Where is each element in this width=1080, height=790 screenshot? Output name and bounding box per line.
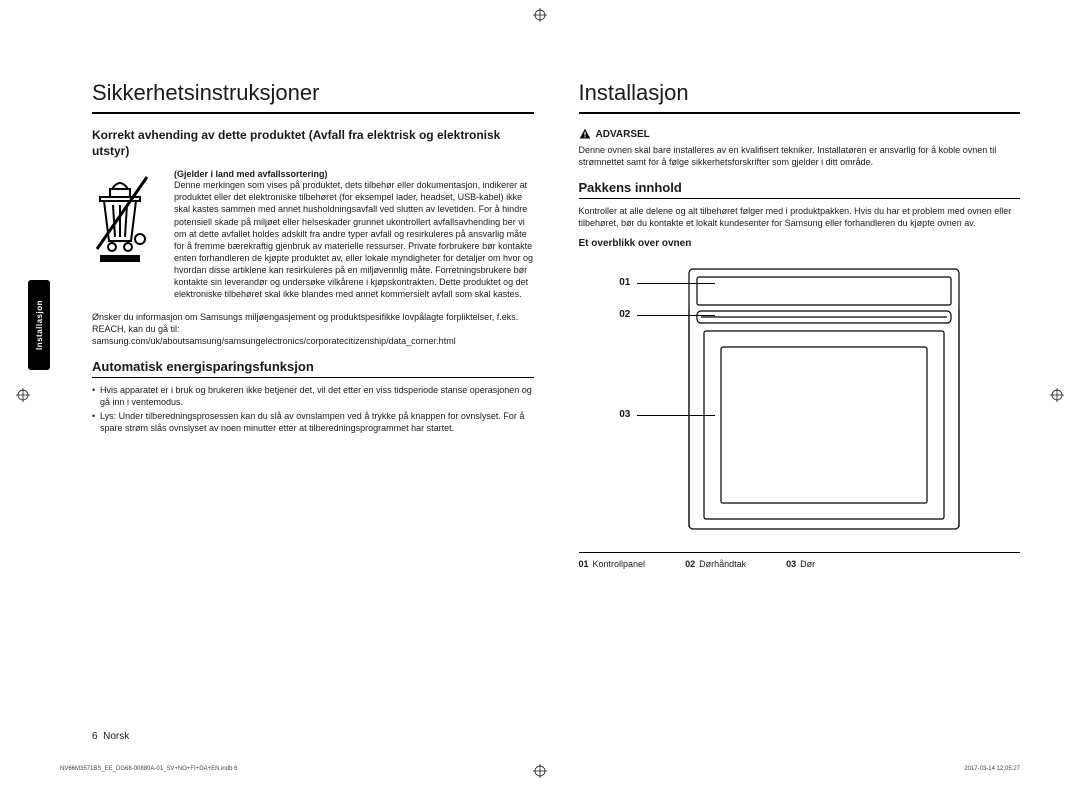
callout-03: 03 <box>619 409 630 420</box>
side-tab: Installasjon <box>28 280 50 370</box>
overview-heading: Et overblikk over ovnen <box>579 238 1021 249</box>
callout-01: 01 <box>619 277 630 288</box>
disposal-body: Denne merkingen som vises på produktet, … <box>174 179 534 300</box>
warning-icon <box>579 128 591 140</box>
contents-heading: Pakkens innhold <box>579 180 1021 199</box>
oven-diagram: 01 02 03 <box>619 259 979 544</box>
disposal-heading: Korrekt avhending av dette produktet (Av… <box>92 128 534 159</box>
page-number: 6 Norsk <box>92 731 129 742</box>
side-tab-label: Installasjon <box>35 300 44 350</box>
crop-mark-bottom <box>533 764 547 778</box>
warning-label: ADVARSEL <box>596 129 650 140</box>
warning-body: Denne ovnen skal bare installeres av en … <box>579 144 1021 168</box>
left-column: Sikkerhetsinstruksjoner Korrekt avhendin… <box>92 80 534 569</box>
right-column: Installasjon ADVARSEL Denne ovnen skal b… <box>579 80 1021 569</box>
legend-item-2: 02Dørhåndtak <box>685 559 746 569</box>
oven-legend: 01Kontrollpanel 02Dørhåndtak 03Dør <box>579 559 1021 569</box>
callout-02: 02 <box>619 309 630 320</box>
applies-label: (Gjelder i land med avfallssortering) <box>174 169 534 179</box>
energy-bullet-1: Hvis apparatet er i bruk og brukeren ikk… <box>92 384 534 408</box>
right-title: Installasjon <box>579 80 1021 114</box>
crop-mark-top <box>533 8 547 22</box>
crop-mark-right <box>1050 388 1064 402</box>
energy-bullet-2: Lys: Under tilberedningsprosessen kan du… <box>92 410 534 434</box>
footer-file: NV66M3571BS_EE_DG68-00880A-01_SV+NO+FI+D… <box>60 766 237 772</box>
crop-mark-left <box>16 388 30 402</box>
weee-icon <box>92 169 162 300</box>
footer-date: 2017-03-14 12:05:27 <box>964 766 1020 772</box>
left-title: Sikkerhetsinstruksjoner <box>92 80 534 114</box>
legend-item-1: 01Kontrollpanel <box>579 559 646 569</box>
energy-heading: Automatisk energisparingsfunksjon <box>92 359 534 378</box>
energy-bullets: Hvis apparatet er i bruk og brukeren ikk… <box>92 384 534 435</box>
legend-item-3: 03Dør <box>786 559 815 569</box>
reach-text: Ønsker du informasjon om Samsungs miljøe… <box>92 311 534 347</box>
contents-body: Kontroller at alle delene og alt tilbehø… <box>579 205 1021 229</box>
